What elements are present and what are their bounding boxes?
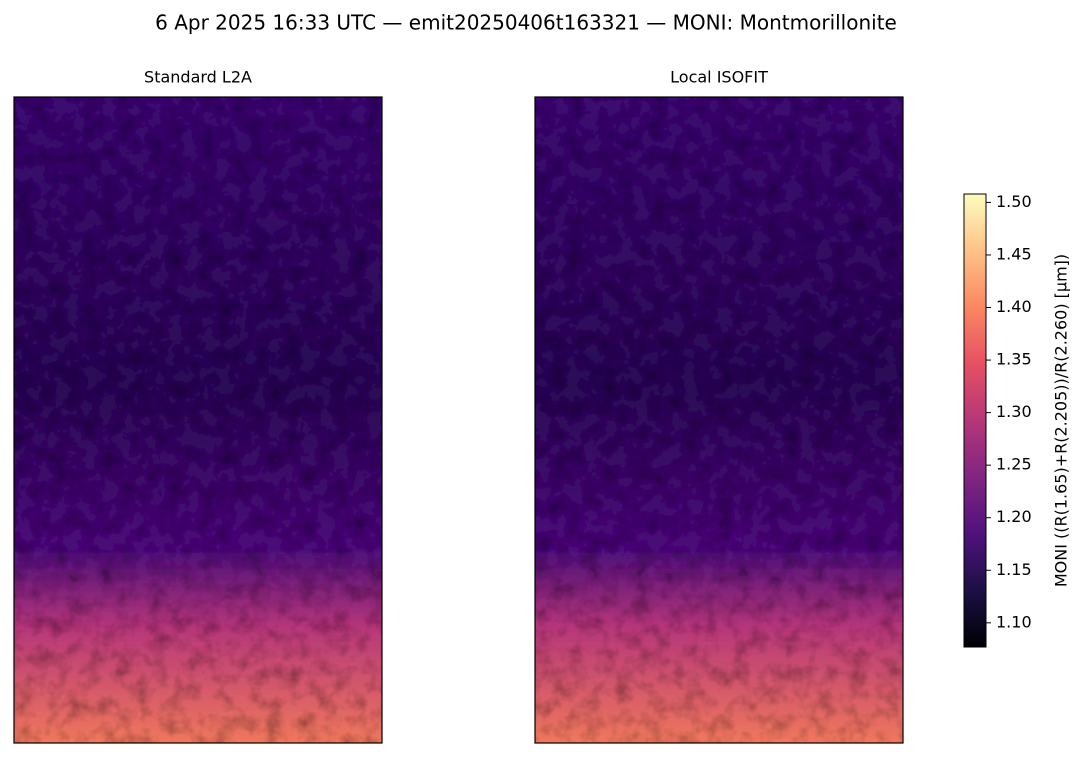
colorbar-tick-label: 1.25 xyxy=(996,455,1032,474)
colorbar xyxy=(963,193,987,648)
panel-frame xyxy=(13,96,383,744)
panel-frame xyxy=(534,96,904,744)
colorbar-tick-label: 1.50 xyxy=(996,192,1032,211)
colorbar-label: MONI ((R(1.65)+R(2.205))/R(2.260) [µm]) xyxy=(1052,254,1071,587)
image xyxy=(535,97,903,743)
colorbar-tick-label: 1.20 xyxy=(996,507,1032,526)
panel-title: Standard L2A xyxy=(144,68,252,87)
figure-title: 6 Apr 2025 16:33 UTC — emit20250406t1633… xyxy=(155,11,897,35)
image xyxy=(14,97,382,743)
colorbar-tick-label: 1.40 xyxy=(996,297,1032,316)
colorbar-tick-label: 1.45 xyxy=(996,244,1032,263)
colorbar-tick-label: 1.35 xyxy=(996,350,1032,369)
panel-title: Local ISOFIT xyxy=(670,68,768,87)
colorbar-tick-label: 1.15 xyxy=(996,560,1032,579)
colorbar-tick-label: 1.10 xyxy=(996,612,1032,631)
colorbar-tick-label: 1.30 xyxy=(996,402,1032,421)
